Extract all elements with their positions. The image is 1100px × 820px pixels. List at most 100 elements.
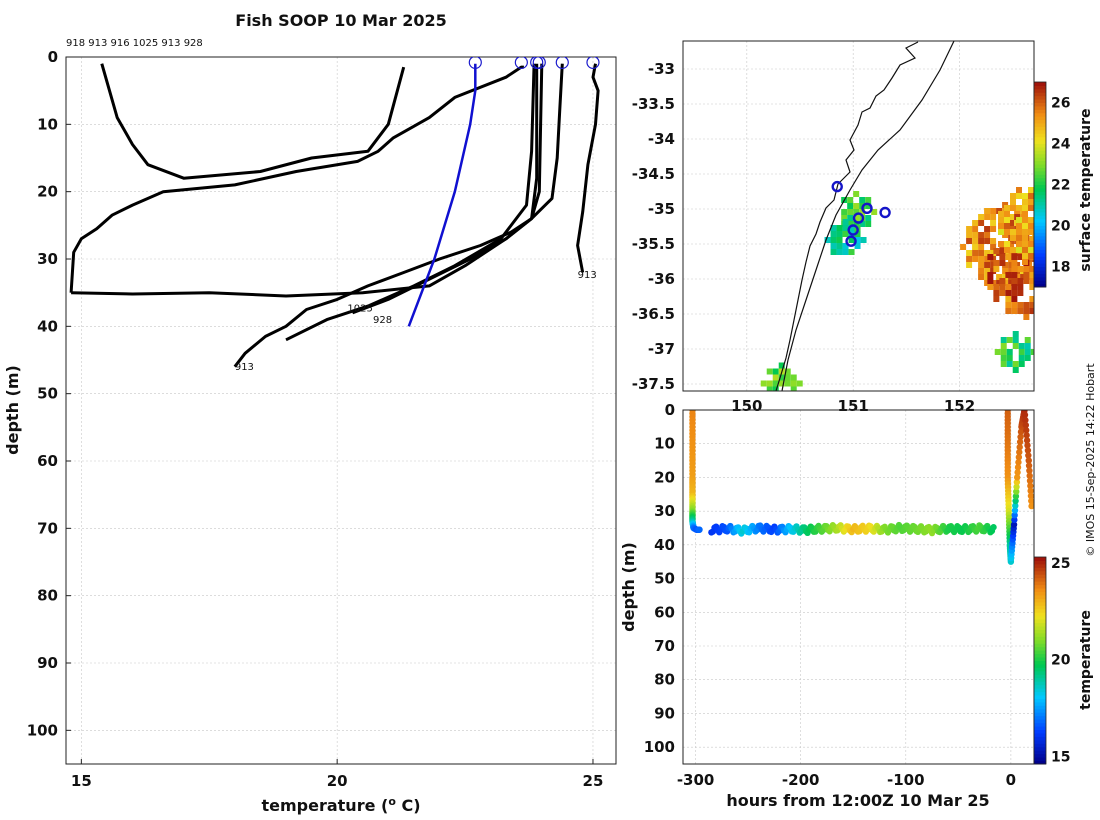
- sst-cell: [987, 284, 994, 290]
- sst-cell: [1047, 302, 1053, 308]
- time-ytick-label: 10: [654, 435, 675, 453]
- sst-cell: [1016, 193, 1022, 199]
- temperature-sample-point: [1011, 507, 1019, 514]
- sst-colorbar-segment: [1034, 109, 1046, 114]
- sst-cell: [996, 274, 1003, 280]
- time-ytick-label: 70: [654, 637, 675, 655]
- temperature-sample-point: [1014, 469, 1021, 476]
- sst-cell: [836, 237, 843, 243]
- sst-cell: [1052, 211, 1058, 217]
- sst-cell: [960, 244, 967, 250]
- sst-cell: [1017, 302, 1024, 308]
- sst-cell: [1043, 333, 1049, 339]
- sst-colorbar-segment: [1034, 136, 1046, 141]
- sst-cell: [1048, 356, 1054, 362]
- sst-cell: [1023, 314, 1030, 320]
- sst-colorbar-segment: [1034, 273, 1046, 278]
- sst-cell: [1084, 356, 1090, 362]
- sst-cell: [1046, 205, 1052, 211]
- sst-cell: [978, 214, 985, 220]
- sst-cell: [1000, 349, 1007, 355]
- temperature-colorbar-segment: [1034, 760, 1046, 765]
- sst-colorbar-segment: [1034, 225, 1046, 230]
- temperature-colorbar-segment: [1034, 750, 1046, 755]
- temperature-sample-point: [1026, 477, 1034, 484]
- sst-cell: [760, 380, 767, 387]
- sst-cell: [1053, 290, 1059, 296]
- time-ylabel: depth (m): [619, 542, 638, 632]
- map-ytick-label: -33.5: [632, 95, 675, 113]
- sst-cell: [860, 237, 867, 243]
- sst-cell: [854, 231, 861, 237]
- profile-ylabel: depth (m): [3, 365, 22, 455]
- sst-cell: [1052, 235, 1058, 241]
- sst-cell: [1070, 229, 1076, 235]
- temperature-sample-point: [1021, 411, 1029, 419]
- temperature-colorbar-segment: [1034, 581, 1046, 586]
- sst-cell: [853, 191, 860, 197]
- sst-colorbar-segment: [1034, 95, 1046, 100]
- temperature-colorbar-segment: [1034, 570, 1046, 575]
- sst-cell: [847, 203, 854, 209]
- sst-cell: [1028, 187, 1034, 193]
- sst-colorbar-tick: 18: [1051, 260, 1070, 276]
- sst-cell: [1064, 199, 1070, 205]
- sst-cell: [1067, 315, 1073, 321]
- sst-cell: [972, 226, 979, 232]
- temperature-colorbar-segment: [1034, 667, 1046, 672]
- sst-cell: [847, 221, 854, 227]
- temperature-colorbar-segment: [1034, 601, 1046, 606]
- temperature-sample-point: [1011, 511, 1018, 519]
- temperature-sample-point: [1011, 516, 1018, 524]
- sst-cell: [1046, 253, 1052, 259]
- sst-cell: [848, 225, 855, 231]
- sst-cell: [1058, 211, 1064, 217]
- sst-cell: [772, 374, 779, 381]
- temperature-sample-point: [1023, 437, 1031, 444]
- sst-colorbar-segment: [1034, 181, 1046, 185]
- sst-cell: [836, 231, 843, 237]
- sst-cell: [1037, 321, 1043, 327]
- sst-cell: [1004, 241, 1010, 247]
- sst-cell: [998, 241, 1004, 247]
- sst-colorbar-segment: [1034, 92, 1046, 97]
- sst-cell: [1052, 253, 1058, 259]
- sst-colorbar-segment: [1034, 82, 1046, 86]
- sst-cell: [1096, 253, 1100, 259]
- sst-cell: [1043, 309, 1049, 315]
- sst-cell: [972, 256, 979, 262]
- temperature-sample-point: [1022, 416, 1029, 424]
- sst-cell: [1028, 199, 1034, 205]
- sst-cell: [984, 256, 991, 262]
- temperature-sample-point: [1025, 457, 1032, 464]
- sst-cell: [1012, 331, 1019, 337]
- sst-cell: [1022, 241, 1028, 247]
- sst-cell: [1017, 266, 1024, 272]
- sst-colorbar-segment: [1034, 263, 1046, 267]
- sst-cell: [766, 368, 773, 375]
- sst-cell: [1066, 368, 1072, 374]
- sst-cell: [1029, 278, 1034, 284]
- temperature-colorbar-segment: [1034, 708, 1046, 713]
- sst-colorbar-segment: [1034, 150, 1046, 155]
- sst-cell: [784, 368, 791, 375]
- sst-cell: [778, 380, 785, 387]
- sst-cell: [1023, 266, 1030, 272]
- sst-cell: [1054, 350, 1060, 356]
- sst-cell: [859, 197, 866, 203]
- sst-cell: [1012, 343, 1019, 349]
- time-ytick-label: 0: [665, 401, 675, 419]
- sst-cell: [1054, 356, 1060, 362]
- sst-cell: [847, 197, 854, 203]
- temperature-sample-point: [1013, 474, 1021, 481]
- sst-cell: [1005, 272, 1012, 278]
- sst-cell: [1011, 272, 1018, 278]
- temperature-sample-point: [1016, 448, 1023, 456]
- sst-cell: [990, 262, 997, 268]
- sst-cell: [1055, 315, 1061, 321]
- sst-cell: [1053, 278, 1059, 284]
- sst-colorbar-segment: [1034, 232, 1046, 237]
- temperature-colorbar-segment: [1034, 622, 1046, 627]
- sst-cell: [853, 209, 860, 215]
- sst-cell: [1067, 321, 1073, 327]
